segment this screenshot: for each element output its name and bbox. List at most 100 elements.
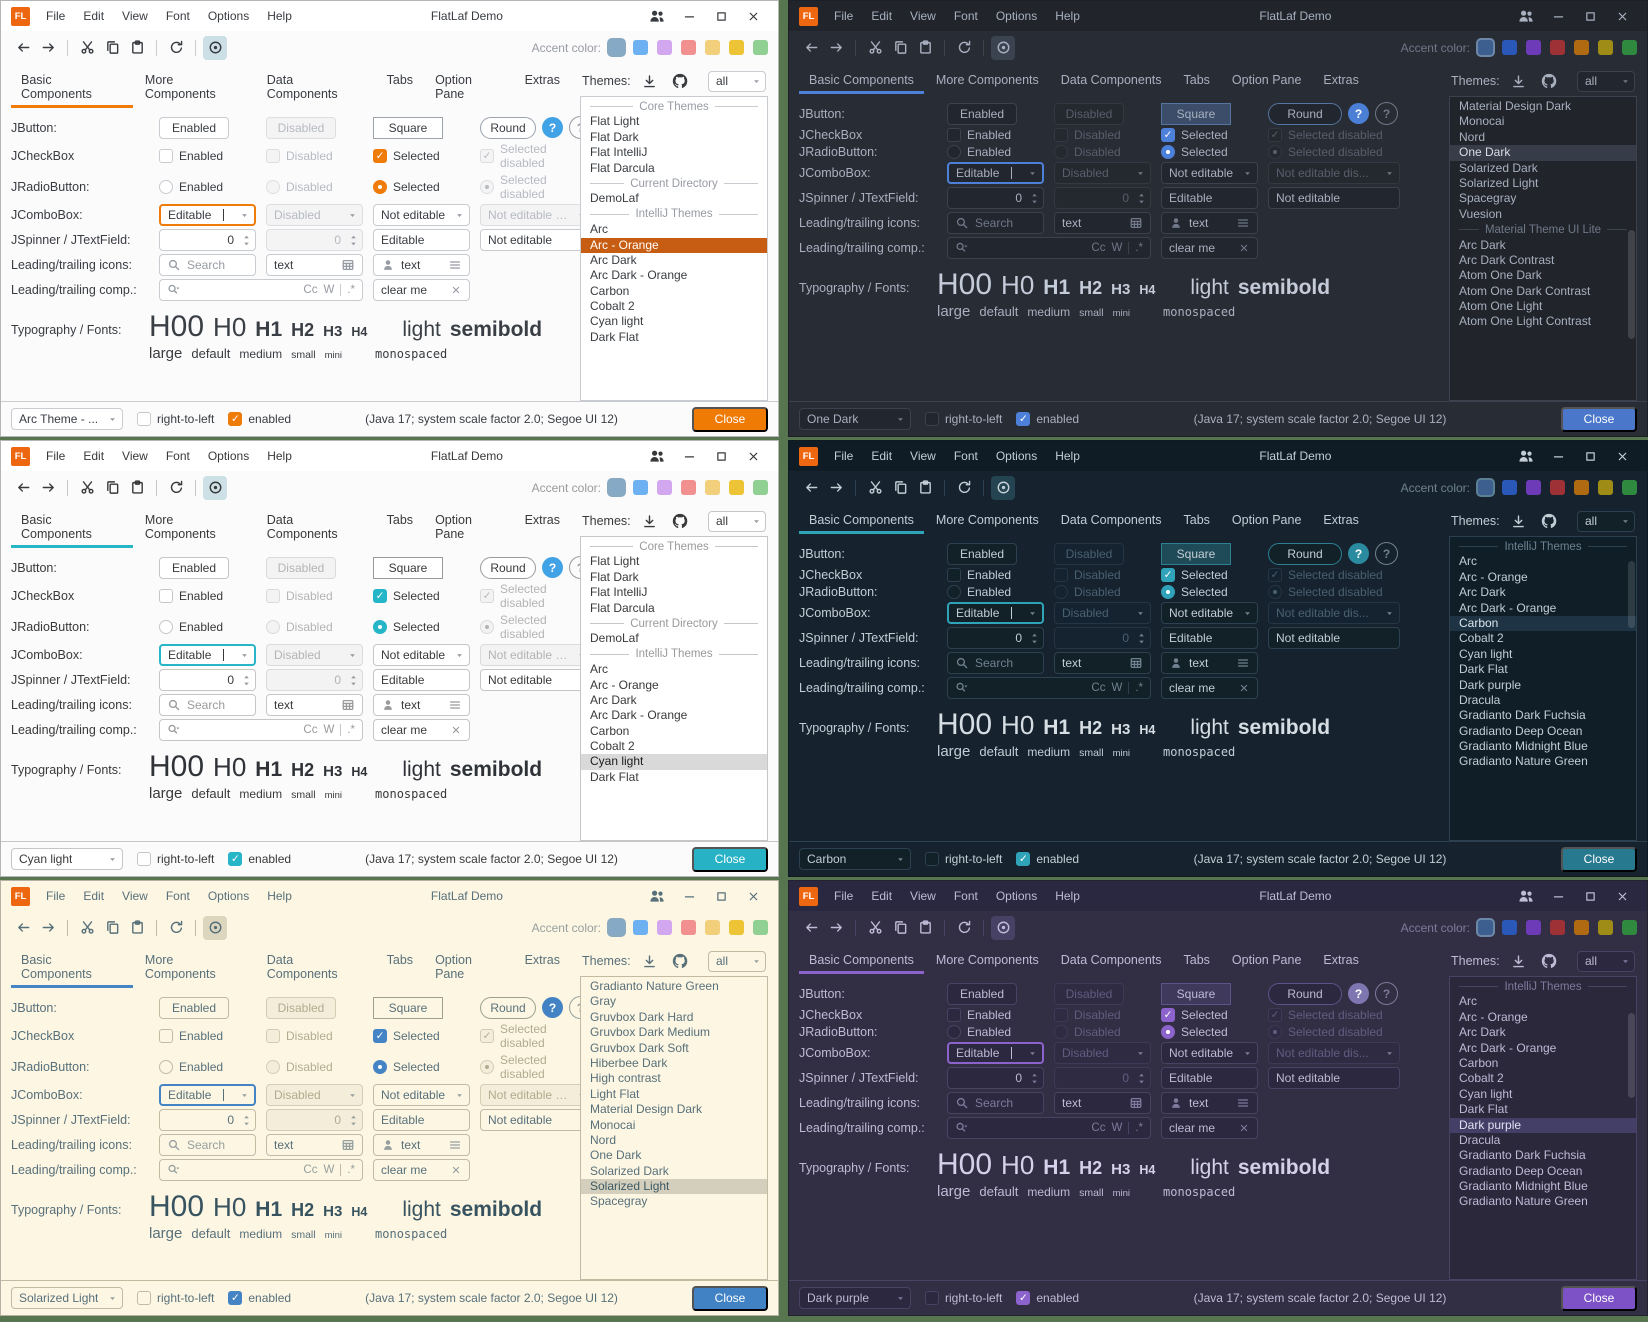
combobox-editable[interactable]: Editable bbox=[159, 1084, 256, 1106]
menu-item-font[interactable]: Font bbox=[165, 9, 190, 23]
maximize-button[interactable] bbox=[706, 885, 736, 907]
theme-list-item-selected[interactable]: One Dark bbox=[1450, 145, 1636, 161]
combobox-not-editable[interactable]: Not editable bbox=[1161, 602, 1258, 624]
textfield-editable[interactable]: Editable bbox=[373, 1109, 470, 1131]
jbutton-enabled[interactable]: Enabled bbox=[947, 982, 1017, 1005]
theme-list-item[interactable]: Cyan light bbox=[1459, 1086, 1513, 1101]
forward-button[interactable] bbox=[824, 476, 848, 500]
jbutton-round[interactable]: Round bbox=[1268, 542, 1342, 565]
theme-list-item[interactable]: Cyan light bbox=[1459, 646, 1513, 661]
radio-enabled-dot[interactable] bbox=[947, 145, 961, 159]
toggle-button[interactable] bbox=[991, 35, 1015, 60]
searchdd-icon[interactable] bbox=[167, 1163, 181, 1177]
theme-list-item-selected[interactable]: Dark purple bbox=[1450, 1117, 1636, 1133]
theme-list-item[interactable]: Gradianto Nature Green bbox=[1459, 754, 1588, 769]
download-themes-button[interactable] bbox=[1508, 950, 1530, 972]
rtl-checkbox[interactable] bbox=[137, 852, 151, 866]
scrollbar-thumb[interactable] bbox=[1628, 1013, 1635, 1098]
enabled-checkbox[interactable]: ✓ bbox=[228, 852, 243, 866]
tab-data-components[interactable]: Data Components bbox=[1060, 73, 1162, 87]
tab-basic-components[interactable]: Basic Components bbox=[799, 68, 924, 94]
match-case-toggle[interactable]: Cc bbox=[303, 284, 318, 296]
refresh-button[interactable] bbox=[952, 36, 976, 60]
enabled-checkbox[interactable]: ✓ bbox=[1016, 1291, 1031, 1305]
spinner[interactable]: 0 bbox=[159, 229, 256, 251]
search-field[interactable]: Search bbox=[947, 1092, 1044, 1114]
theme-list-item[interactable]: Cobalt 2 bbox=[590, 299, 635, 314]
theme-select-combo[interactable]: Dark purple bbox=[799, 1287, 911, 1309]
cut-button[interactable] bbox=[75, 476, 99, 500]
menu-item-file[interactable]: File bbox=[834, 889, 854, 903]
tab-basic-components[interactable]: Basic Components bbox=[11, 508, 133, 548]
search-options-field[interactable]: Cc W .* bbox=[947, 1117, 1151, 1139]
close-window-button[interactable] bbox=[1607, 445, 1637, 467]
accent-swatch-2[interactable] bbox=[1502, 40, 1517, 55]
jbutton-round[interactable]: Round bbox=[1268, 102, 1342, 125]
paste-button[interactable] bbox=[913, 916, 937, 940]
listicon-icon[interactable] bbox=[1236, 656, 1250, 670]
accent-swatch-7[interactable] bbox=[1622, 920, 1637, 935]
theme-list-item[interactable]: Flat Light bbox=[590, 554, 640, 569]
tab-option-pane[interactable]: Option Pane bbox=[435, 73, 472, 101]
search-field[interactable]: Search bbox=[159, 1134, 256, 1156]
toggle-button[interactable] bbox=[203, 35, 227, 60]
theme-list-item[interactable]: Carbon bbox=[590, 283, 630, 298]
radio-selected-dot[interactable] bbox=[1161, 145, 1175, 159]
refresh-button[interactable] bbox=[952, 476, 976, 500]
menu-item-options[interactable]: Options bbox=[207, 889, 250, 903]
radio-selected-dot[interactable] bbox=[373, 180, 387, 194]
github-button[interactable] bbox=[669, 70, 691, 92]
theme-list-item[interactable]: Carbon bbox=[590, 723, 630, 738]
menu-item-file[interactable]: File bbox=[834, 449, 854, 463]
theme-select-combo[interactable]: Solarized Light bbox=[11, 1287, 123, 1309]
close-window-button[interactable] bbox=[1607, 5, 1637, 27]
help-outline-button[interactable]: ? bbox=[1375, 542, 1398, 565]
accent-swatch-5[interactable] bbox=[1574, 920, 1589, 935]
download-themes-button[interactable] bbox=[1508, 70, 1530, 92]
minimize-button[interactable] bbox=[674, 885, 704, 907]
theme-list-item[interactable]: Flat IntelliJ bbox=[590, 585, 648, 600]
tab-data-components[interactable]: Data Components bbox=[266, 73, 338, 101]
combobox-editable[interactable]: Editable bbox=[159, 204, 256, 226]
theme-list-item[interactable]: Flat Dark bbox=[590, 569, 639, 584]
spinner-arrows[interactable] bbox=[1026, 632, 1043, 645]
theme-list-item[interactable]: Gradianto Dark Fuchsia bbox=[1459, 1148, 1586, 1163]
jbutton-square[interactable]: Square bbox=[1161, 982, 1231, 1005]
match-case-toggle[interactable]: Cc bbox=[1091, 682, 1106, 694]
accent-swatch-4[interactable] bbox=[681, 480, 696, 495]
theme-list-item[interactable]: Gradianto Midnight Blue bbox=[1459, 739, 1588, 754]
combo-arrow-button[interactable] bbox=[1238, 608, 1257, 619]
search-options-field[interactable]: Cc W .* bbox=[947, 677, 1151, 699]
rtl-checkbox[interactable] bbox=[137, 1291, 151, 1305]
download-themes-button[interactable] bbox=[639, 510, 661, 532]
checkbox-enabled-box[interactable] bbox=[159, 149, 173, 163]
theme-list-item[interactable]: Flat Darcula bbox=[590, 600, 655, 615]
clear-me-field[interactable]: clear me bbox=[1161, 1117, 1258, 1139]
help-button[interactable]: ? bbox=[542, 557, 563, 578]
accent-swatch-5[interactable] bbox=[705, 480, 720, 495]
accent-swatch-1[interactable] bbox=[609, 920, 624, 935]
accent-swatch-1[interactable] bbox=[1478, 480, 1493, 495]
textfield-editable[interactable]: Editable bbox=[373, 229, 470, 251]
theme-list-item[interactable]: Material Design Dark bbox=[590, 1102, 703, 1117]
theme-list-item-selected[interactable]: Carbon bbox=[1450, 615, 1636, 632]
enabled-checkbox[interactable]: ✓ bbox=[228, 412, 243, 426]
accent-swatch-4[interactable] bbox=[681, 920, 696, 935]
tab-extras[interactable]: Extras bbox=[1323, 73, 1359, 87]
tab-data-components[interactable]: Data Components bbox=[266, 513, 338, 541]
text-field-person[interactable]: text bbox=[373, 1134, 470, 1156]
search-field[interactable]: Search bbox=[159, 254, 256, 276]
clear-me-field[interactable]: clear me bbox=[373, 1159, 470, 1181]
text-field-person[interactable]: text bbox=[1161, 652, 1258, 674]
menu-item-edit[interactable]: Edit bbox=[83, 9, 105, 23]
search-options-field[interactable]: Cc W .* bbox=[947, 237, 1151, 259]
calendar-icon[interactable] bbox=[341, 698, 355, 712]
theme-list-item[interactable]: Arc Dark bbox=[590, 252, 637, 267]
textfield-editable[interactable]: Editable bbox=[1161, 627, 1258, 649]
theme-list-item[interactable]: Gray bbox=[590, 994, 617, 1009]
tab-basic-components[interactable]: Basic Components bbox=[799, 508, 924, 534]
menu-item-font[interactable]: Font bbox=[953, 9, 978, 23]
theme-list-item[interactable]: Spacegray bbox=[590, 1194, 648, 1209]
download-themes-button[interactable] bbox=[1508, 510, 1530, 532]
combo-arrow-button[interactable] bbox=[1238, 168, 1257, 179]
